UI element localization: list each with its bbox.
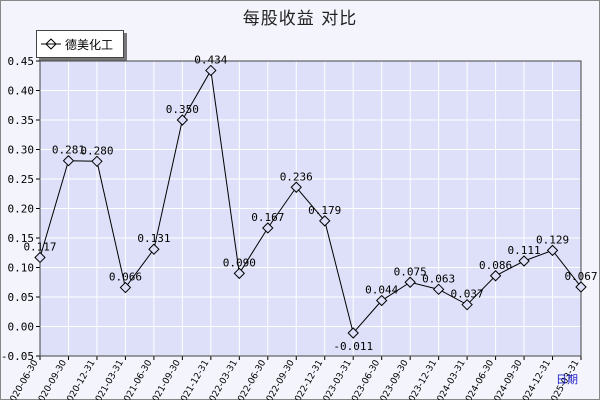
chart-title: 每股收益 对比 [242,9,358,29]
legend-marker-icon [41,38,61,50]
legend: 德美化工 [36,30,124,58]
legend-series-label: 德美化工 [65,37,114,52]
x-axis-label: 日期 [556,373,578,386]
